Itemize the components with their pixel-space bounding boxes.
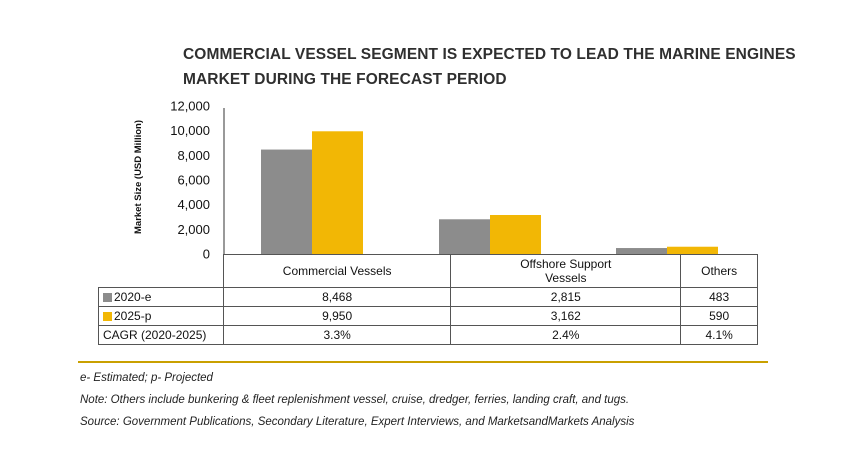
bar-2025-1: [490, 215, 541, 254]
category-cell-commercial: Commercial Vessels: [222, 254, 452, 288]
table-row-2025: 2025-p 9,950 3,162 590: [98, 306, 758, 326]
category-label-offshore: Offshore Support Vessels: [520, 257, 612, 285]
bar-2020-2: [616, 248, 667, 254]
value-cell: 2,815: [450, 287, 682, 307]
y-tick-label: 2,000: [177, 222, 210, 237]
category-cell-others: Others: [680, 254, 758, 288]
table-corner-cell: [98, 254, 224, 288]
value-cell: 483: [680, 287, 758, 307]
value-cell: 590: [680, 306, 758, 326]
legend-swatch-2025: [103, 312, 112, 321]
series-label-2025: 2025-p: [98, 306, 224, 326]
y-tick-label: 8,000: [177, 148, 210, 163]
divider-line: [78, 361, 768, 363]
value-cell: 3,162: [450, 306, 682, 326]
y-tick-label: 6,000: [177, 173, 210, 188]
table-row-cagr: CAGR (2020-2025) 3.3% 2.4% 4.1%: [98, 325, 758, 345]
value-cell: 8,468: [222, 287, 452, 307]
bar-2020-0: [261, 149, 312, 254]
y-axis-label: Market Size (USD Million): [133, 120, 144, 234]
table-header-row: Commercial Vessels Offshore Support Vess…: [98, 254, 758, 288]
y-tick-label: 12,000: [170, 99, 210, 114]
cagr-cell: 2.4%: [450, 325, 682, 345]
series-name-2020: 2020-e: [114, 290, 152, 304]
series-name-2025: 2025-p: [114, 309, 152, 323]
cagr-cell: 3.3%: [222, 325, 452, 345]
legend-swatch-2020: [103, 293, 112, 302]
value-cell: 9,950: [222, 306, 452, 326]
y-tick-label: 0: [203, 247, 210, 261]
cagr-label: CAGR (2020-2025): [98, 325, 224, 345]
chart-plot: Market Size (USD Million) 12,000 10,000 8,…: [133, 99, 718, 261]
bar-2025-2: [667, 246, 718, 254]
bar-2025-0: [312, 131, 363, 254]
others-note: Note: Others include bunkering & fleet r…: [80, 394, 630, 406]
chart-title: COMMERCIAL VESSEL SEGMENT IS EXPECTED TO…: [183, 46, 796, 88]
bars: [261, 131, 718, 254]
category-cell-offshore: Offshore Support Vessels: [450, 254, 682, 288]
y-tick-label: 4,000: [177, 197, 210, 212]
series-label-2020: 2020-e: [98, 287, 224, 307]
source-note: Source: Government Publications, Seconda…: [80, 416, 635, 428]
cagr-cell: 4.1%: [680, 325, 758, 345]
y-tick-label: 10,000: [170, 123, 210, 138]
data-table: Commercial Vessels Offshore Support Vess…: [98, 254, 758, 345]
estimate-note: e- Estimated; p- Projected: [80, 372, 213, 384]
table-row-2020: 2020-e 8,468 2,815 483: [98, 287, 758, 307]
bar-2020-1: [439, 219, 490, 254]
y-axis-ticks: 12,000 10,000 8,000 6,000 4,000 2,000 0: [170, 99, 210, 261]
